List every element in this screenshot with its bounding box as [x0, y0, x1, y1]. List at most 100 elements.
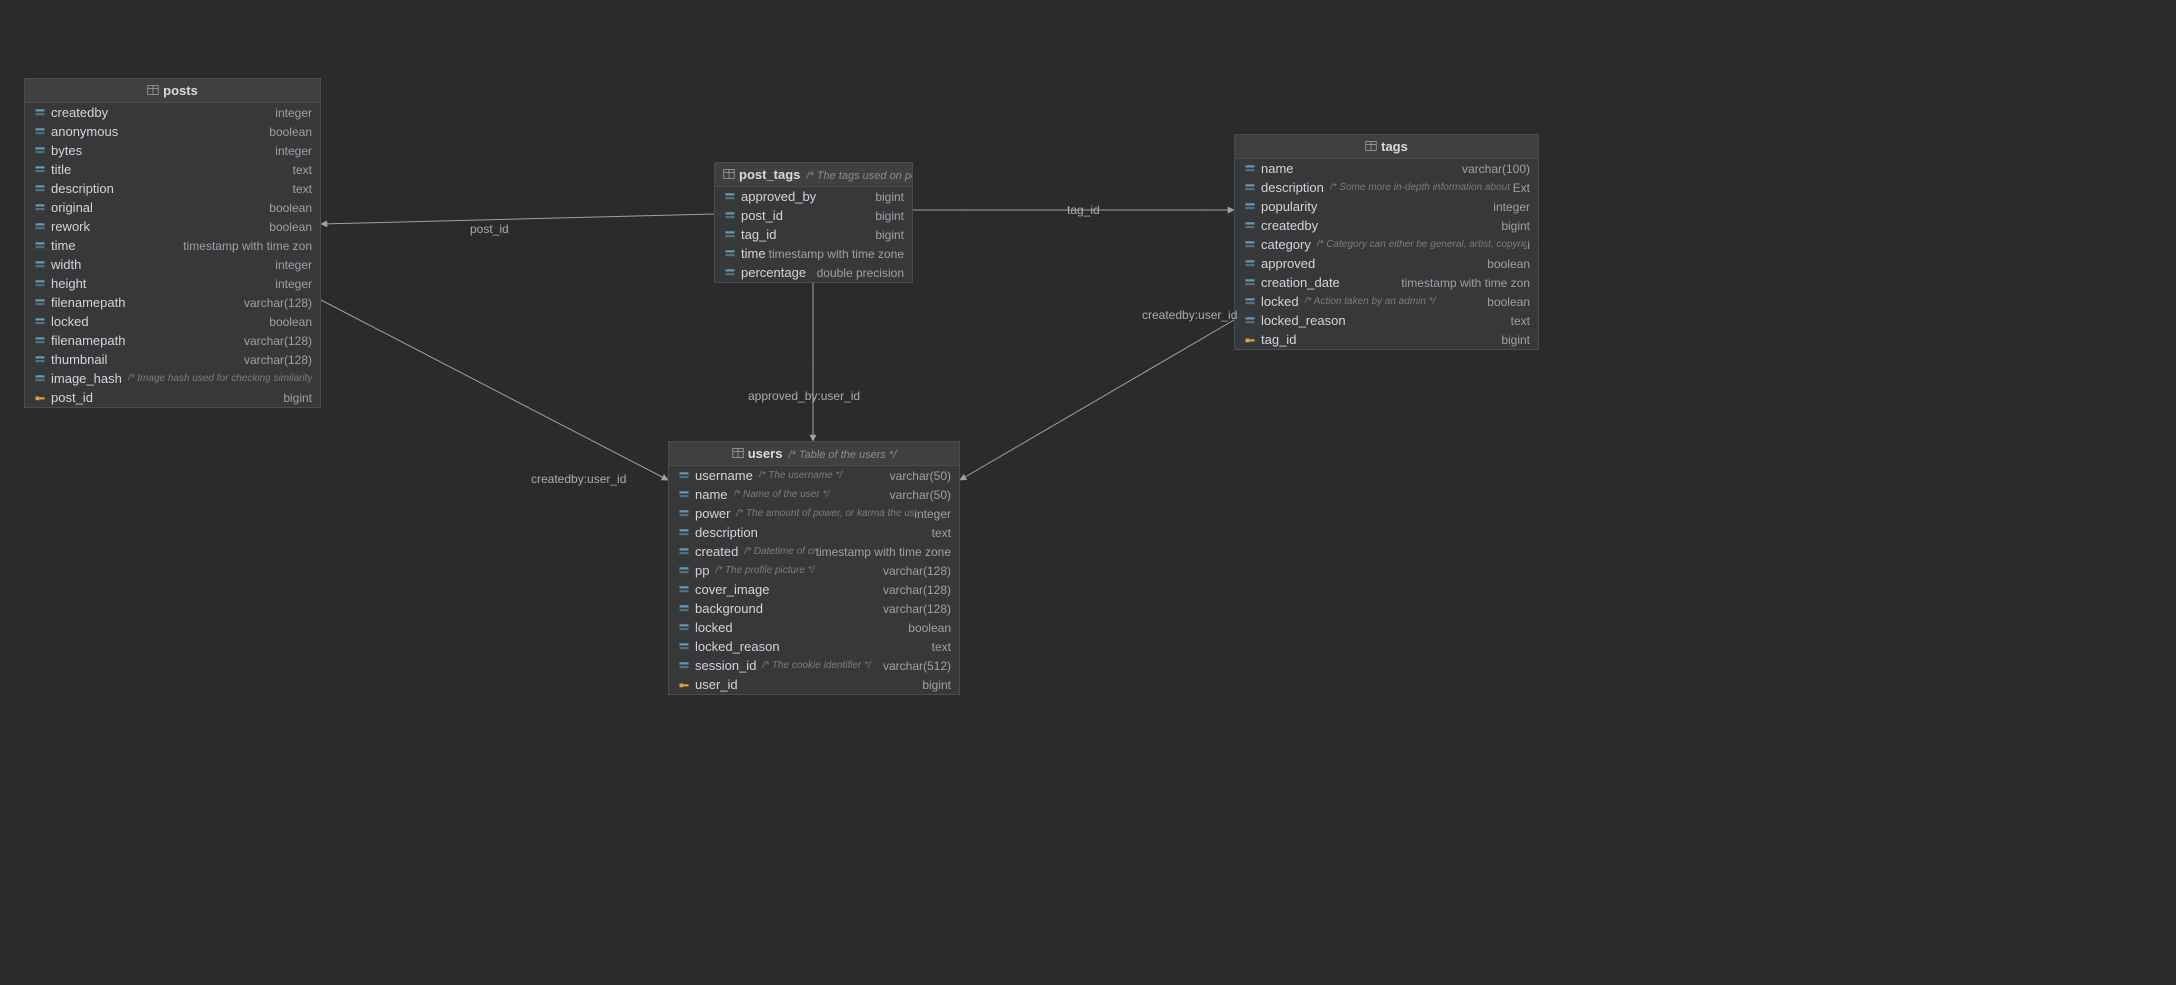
column-row[interactable]: tag_id bigint — [1235, 330, 1538, 349]
edge-label: tag_id — [1067, 203, 1100, 217]
column-comment: /* The amount of power, or karma the use… — [736, 508, 914, 519]
key-icon — [33, 391, 47, 405]
column-name: session_id — [695, 658, 756, 673]
column-row[interactable]: namevarchar(100) — [1235, 159, 1538, 178]
column-name: width — [51, 257, 81, 272]
column-icon — [723, 190, 737, 204]
column-row[interactable]: time timestamp with time zon — [25, 236, 320, 255]
column-row[interactable]: original boolean — [25, 198, 320, 217]
column-row[interactable]: percentagedouble precision — [715, 263, 912, 282]
column-icon — [1243, 238, 1257, 252]
column-row[interactable]: filenamepathvarchar(128) — [25, 293, 320, 312]
table-users[interactable]: users/* Table of the users */username/* … — [668, 441, 960, 695]
column-row[interactable]: createdbyinteger — [25, 103, 320, 122]
column-type: i — [1527, 238, 1530, 252]
column-row[interactable]: category/* Category can either be genera… — [1235, 235, 1538, 254]
column-type: integer — [275, 258, 312, 272]
column-row[interactable]: session_id/* The cookie identifier */var… — [669, 656, 959, 675]
table-post_tags[interactable]: post_tags/* The tags used on posts */app… — [714, 162, 913, 283]
column-row[interactable]: backgroundvarchar(128) — [669, 599, 959, 618]
edge-label: createdby:user_id — [1142, 308, 1237, 322]
table-header-post_tags[interactable]: post_tags/* The tags used on posts */ — [715, 163, 912, 187]
column-name: createdby — [1261, 218, 1318, 233]
column-icon — [1243, 257, 1257, 271]
column-row[interactable]: lockedboolean — [25, 312, 320, 331]
column-icon — [33, 220, 47, 234]
column-row[interactable]: power/* The amount of power, or karma th… — [669, 504, 959, 523]
column-row[interactable]: bytesinteger — [25, 141, 320, 160]
table-posts[interactable]: postscreatedbyintegeranonymousbooleanbyt… — [24, 78, 321, 408]
column-name: percentage — [741, 265, 806, 280]
column-comment: /* Datetime of creation */ — [744, 546, 815, 557]
column-row[interactable]: locked_reasontext — [669, 637, 959, 656]
column-icon — [33, 353, 47, 367]
column-row[interactable]: username/* The username */varchar(50) — [669, 466, 959, 485]
column-row[interactable]: locked_reasontext — [1235, 311, 1538, 330]
column-row[interactable]: post_idbigint — [715, 206, 912, 225]
key-icon — [1243, 333, 1257, 347]
column-row[interactable]: descriptiontext — [669, 523, 959, 542]
column-row[interactable]: titletext — [25, 160, 320, 179]
column-row[interactable]: locked/* Action taken by an admin */bool… — [1235, 292, 1538, 311]
column-row[interactable]: descriptiontext — [25, 179, 320, 198]
column-name: locked_reason — [695, 639, 780, 654]
column-icon — [33, 258, 47, 272]
column-name: name — [1261, 161, 1294, 176]
column-name: thumbnail — [51, 352, 107, 367]
table-header-users[interactable]: users/* Table of the users */ — [669, 442, 959, 466]
column-row[interactable]: width integer — [25, 255, 320, 274]
column-row[interactable]: name/* Name of the user */varchar(50) — [669, 485, 959, 504]
column-icon — [33, 334, 47, 348]
column-row[interactable]: description/* Some more in-depth informa… — [1235, 178, 1538, 197]
column-row[interactable]: popularityinteger — [1235, 197, 1538, 216]
table-tags[interactable]: tagsnamevarchar(100)description/* Some m… — [1234, 134, 1539, 350]
column-name: created — [695, 544, 738, 559]
column-row[interactable]: approvedboolean — [1235, 254, 1538, 273]
column-icon — [33, 296, 47, 310]
column-icon — [33, 106, 47, 120]
column-name: user_id — [695, 677, 738, 692]
column-name: description — [1261, 180, 1324, 195]
column-row[interactable]: reworkboolean — [25, 217, 320, 236]
column-comment: /* Action taken by an admin */ — [1305, 296, 1488, 307]
column-name: title — [51, 162, 71, 177]
column-type: timestamp with time zon — [183, 239, 312, 253]
column-row[interactable]: created/* Datetime of creation */timesta… — [669, 542, 959, 561]
column-name: image_hash — [51, 371, 122, 386]
column-comment: /* The username */ — [759, 470, 890, 481]
column-row[interactable]: anonymousboolean — [25, 122, 320, 141]
column-type: text — [293, 182, 312, 196]
column-row[interactable]: pp/* The profile picture */varchar(128) — [669, 561, 959, 580]
column-row[interactable]: filenamepathvarchar(128) — [25, 331, 320, 350]
column-row[interactable]: thumbnailvarchar(128) — [25, 350, 320, 369]
column-row[interactable]: creation_datetimestamp with time zon — [1235, 273, 1538, 292]
column-type: bigint — [1501, 333, 1530, 347]
column-icon — [677, 640, 691, 654]
column-row[interactable]: tag_idbigint — [715, 225, 912, 244]
column-name: rework — [51, 219, 90, 234]
column-type: varchar(128) — [244, 334, 312, 348]
table-header-posts[interactable]: posts — [25, 79, 320, 103]
column-row[interactable]: cover_imagevarchar(128) — [669, 580, 959, 599]
table-title-comment: /* Table of the users */ — [788, 449, 896, 461]
column-type: boolean — [269, 201, 312, 215]
column-name: cover_image — [695, 582, 769, 597]
column-name: post_id — [51, 390, 93, 405]
column-name: popularity — [1261, 199, 1317, 214]
column-row[interactable]: image_hash/* Image hash used for checkin… — [25, 369, 320, 388]
column-row[interactable]: timetimestamp with time zone — [715, 244, 912, 263]
column-name: tag_id — [1261, 332, 1296, 347]
column-name: time — [51, 238, 76, 253]
column-icon — [33, 182, 47, 196]
table-header-tags[interactable]: tags — [1235, 135, 1538, 159]
column-row[interactable]: user_idbigint — [669, 675, 959, 694]
column-row[interactable]: heightinteger — [25, 274, 320, 293]
column-name: original — [51, 200, 93, 215]
column-row[interactable]: createdbybigint — [1235, 216, 1538, 235]
column-type: boolean — [1487, 295, 1530, 309]
column-row[interactable]: lockedboolean — [669, 618, 959, 637]
column-name: bytes — [51, 143, 82, 158]
column-row[interactable]: approved_bybigint — [715, 187, 912, 206]
column-row[interactable]: post_idbigint — [25, 388, 320, 407]
column-name: filenamepath — [51, 295, 125, 310]
